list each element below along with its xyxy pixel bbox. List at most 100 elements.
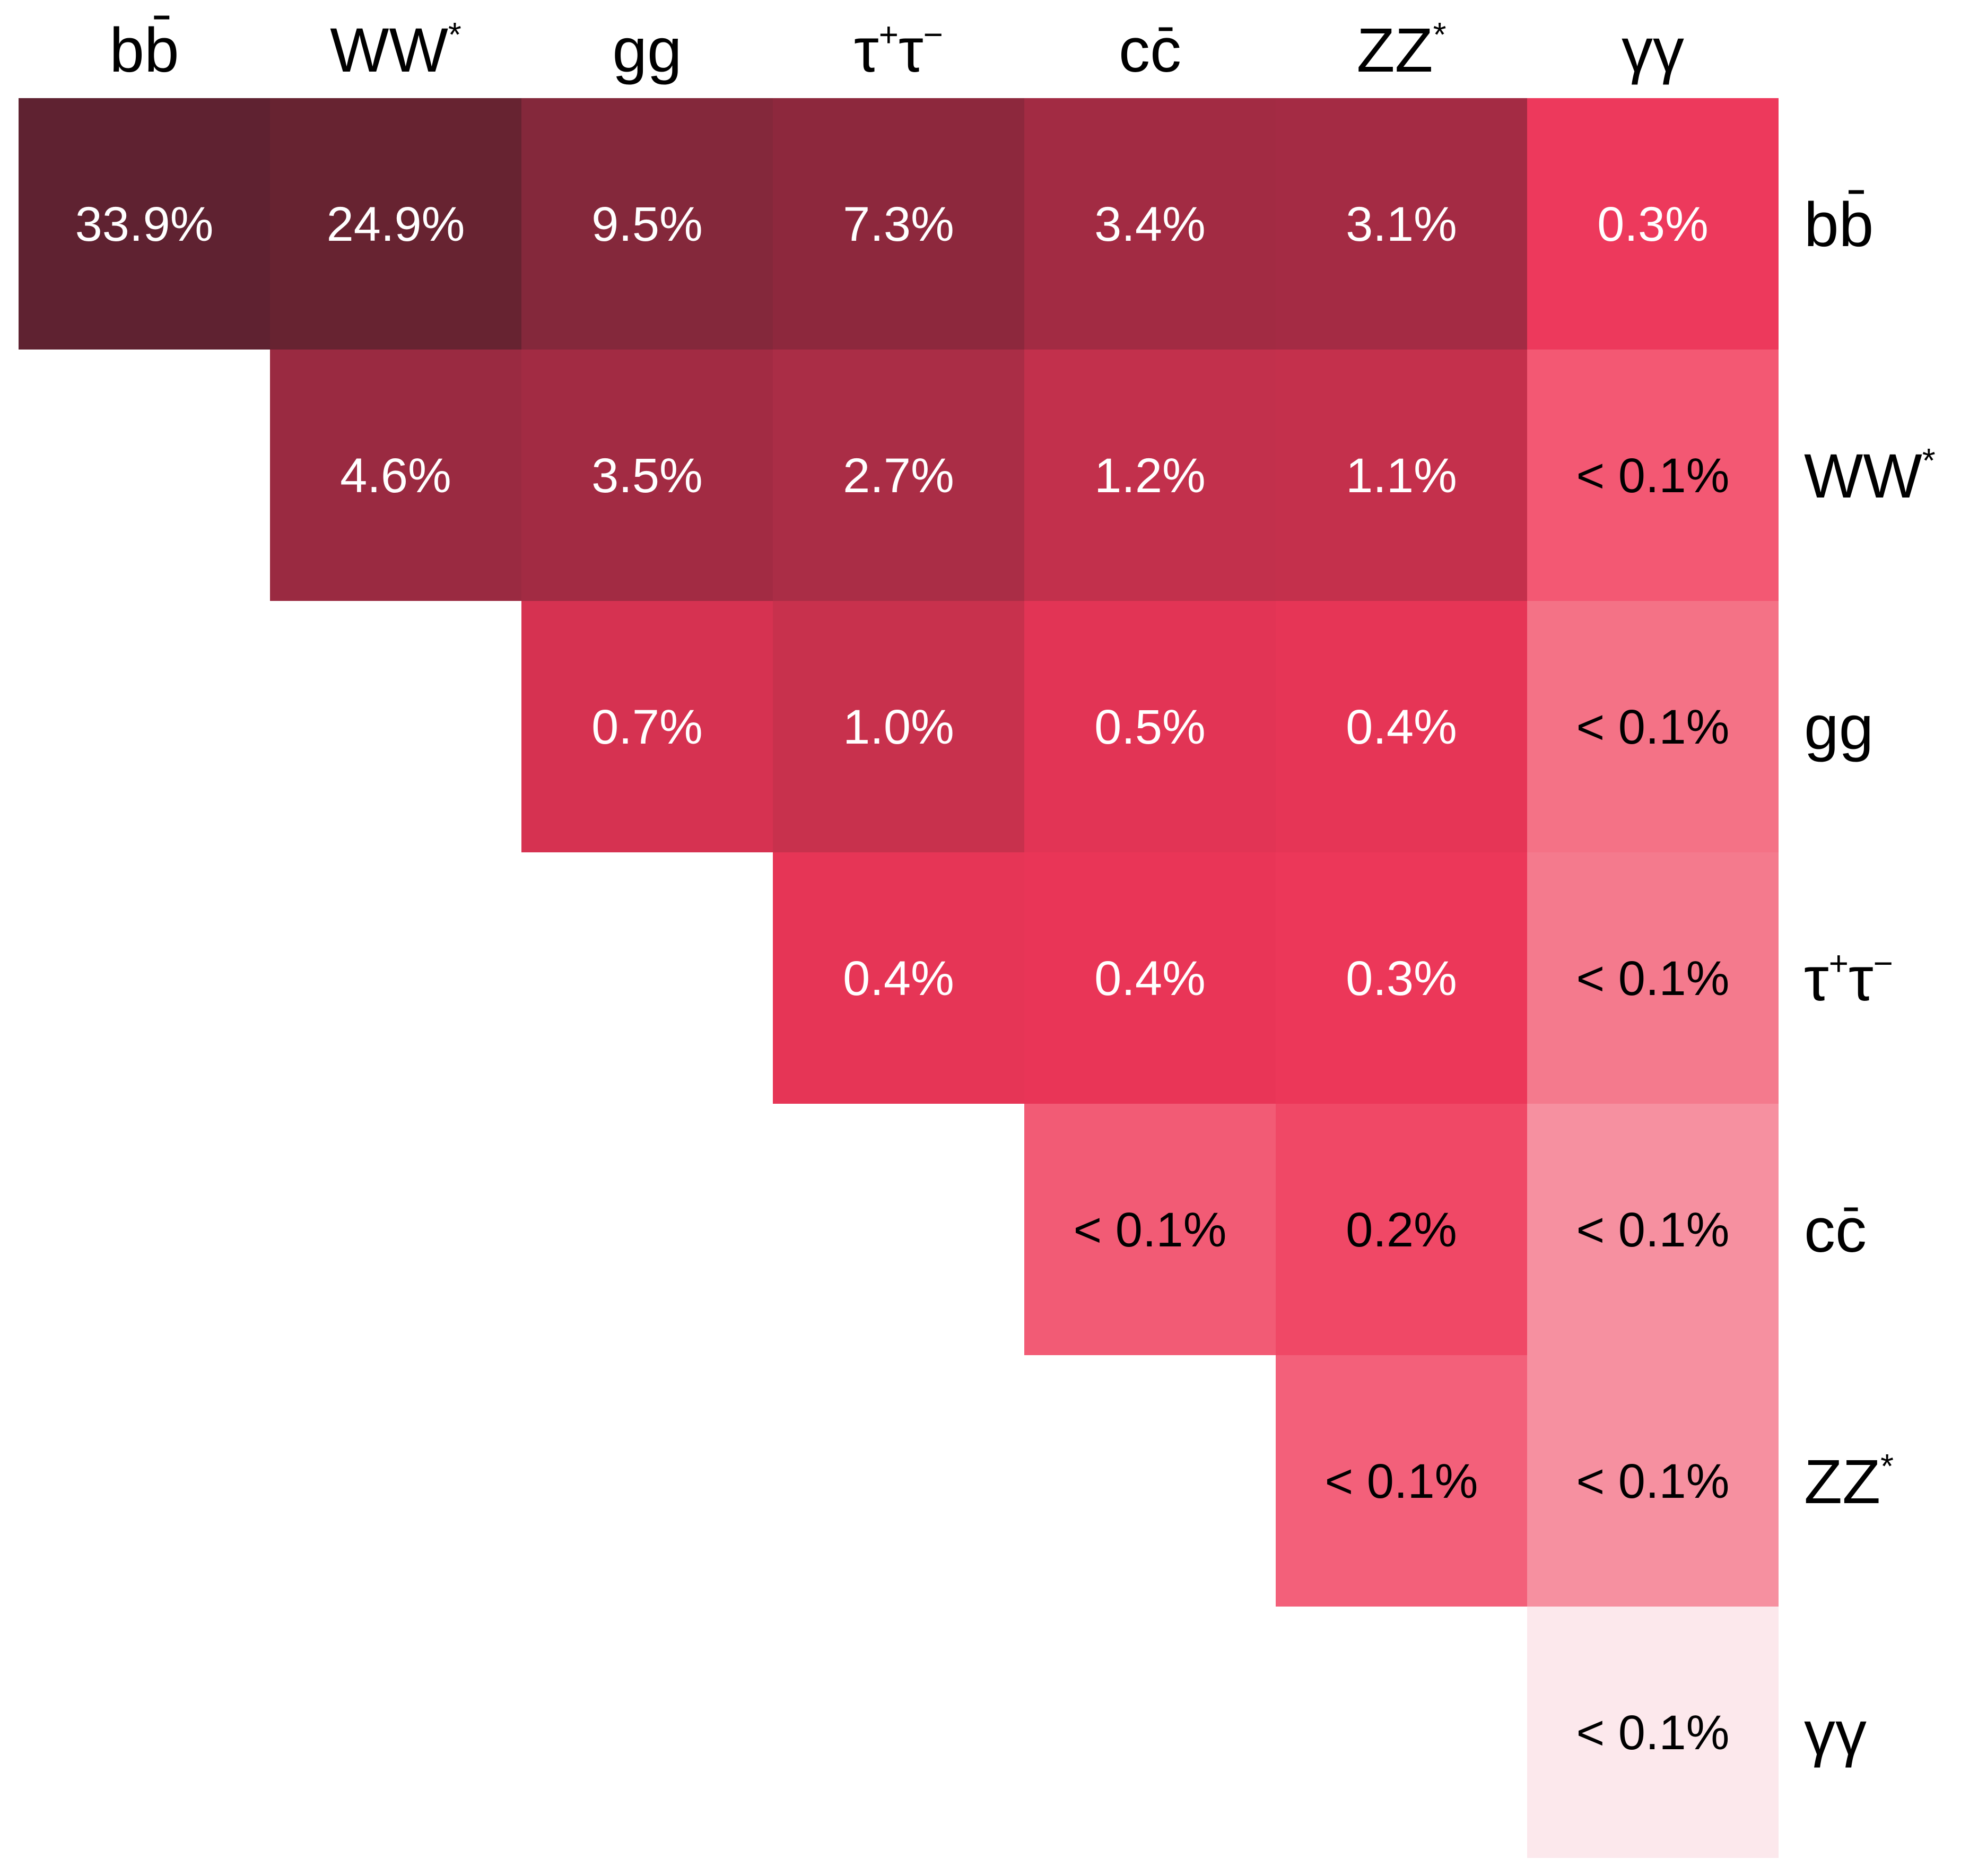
column-labels: bb WW* gg τ+τ− cc ZZ* γγ	[109, 15, 1684, 85]
cell-value-label: 24.9%	[327, 197, 465, 251]
category-label-base: τ	[854, 15, 879, 85]
svg-text:ZZ*: ZZ*	[1804, 1447, 1894, 1517]
cell-value-label: 0.4%	[1346, 700, 1457, 754]
category-label-antiparticle: c	[1150, 15, 1181, 85]
heatmap-cell	[1527, 852, 1779, 1104]
heatmap-cell	[521, 350, 773, 601]
category-label-superscript: *	[1880, 1447, 1894, 1485]
svg-text:gg: gg	[612, 15, 682, 85]
heatmap-cell	[1024, 98, 1276, 350]
heatmap-cell	[1527, 1607, 1779, 1858]
svg-text:γγ: γγ	[1804, 1698, 1867, 1768]
category-label-base: gg	[612, 15, 682, 85]
category-label: gg	[1804, 693, 1874, 763]
category-label-base: gg	[1804, 693, 1874, 763]
heatmap-cell	[773, 852, 1024, 1104]
heatmap-cell	[1527, 1104, 1779, 1355]
heatmap-cell	[1276, 1355, 1527, 1607]
cell-value-label: 3.4%	[1094, 197, 1206, 251]
cell-value-label: 0.2%	[1346, 1203, 1457, 1257]
svg-text:γγ: γγ	[1622, 15, 1684, 85]
heatmap-cell	[1276, 601, 1527, 852]
heatmap-cell	[773, 98, 1024, 350]
category-label: bb	[109, 15, 179, 85]
cell-value-label: < 0.1%	[1576, 1203, 1730, 1257]
category-label-superscript: *	[1922, 441, 1936, 479]
heatmap-cell	[773, 601, 1024, 852]
category-label: ZZ*	[1804, 1447, 1894, 1517]
heatmap-cell	[1276, 1104, 1527, 1355]
category-label: τ+τ−	[1804, 944, 1893, 1014]
category-label-antiparticle: c	[1835, 1196, 1867, 1266]
category-label-superscript: *	[448, 15, 461, 54]
svg-text:WW*: WW*	[330, 15, 461, 85]
svg-text:bb: bb	[109, 15, 179, 85]
category-label-base: τ	[1804, 944, 1829, 1014]
svg-text:cc: cc	[1119, 15, 1181, 85]
cell-value-label: < 0.1%	[1576, 1706, 1730, 1760]
svg-text:gg: gg	[1804, 693, 1874, 763]
category-label-superscript2: −	[923, 15, 943, 54]
cell-value-label: < 0.1%	[1074, 1203, 1227, 1257]
cell-value-label: 4.6%	[340, 449, 451, 503]
cell-value-label: 0.4%	[843, 952, 954, 1006]
heatmap-cells: 33.9% 24.9% 9.5% 7.3% 3.4% 3.1% 0.3% 4.6% 3.5% 2.…	[19, 98, 1779, 1858]
category-label: cc	[1119, 15, 1181, 85]
category-label-base: b	[1804, 190, 1839, 260]
heatmap-cell	[1527, 350, 1779, 601]
heatmap-cell	[1276, 350, 1527, 601]
cell-value-label: 7.3%	[843, 197, 954, 251]
cell-value-label: < 0.1%	[1576, 449, 1730, 503]
category-label-superscript: *	[1433, 15, 1447, 54]
category-label-base2: τ	[899, 15, 923, 85]
heatmap-cell	[270, 98, 521, 350]
svg-text:τ+τ−: τ+τ−	[1804, 944, 1893, 1014]
category-label-superscript: +	[879, 15, 899, 54]
heatmap-cell	[1024, 1104, 1276, 1355]
category-label-base: WW	[330, 15, 448, 85]
category-label: γγ	[1804, 1698, 1867, 1768]
heatmap-cell	[1527, 601, 1779, 852]
cell-value-label: < 0.1%	[1325, 1454, 1478, 1508]
cell-value-label: 0.4%	[1094, 952, 1206, 1006]
category-label-superscript: +	[1829, 944, 1849, 982]
category-label-base: γγ	[1804, 1698, 1867, 1768]
cell-value-label: < 0.1%	[1576, 700, 1730, 754]
cell-value-label: 33.9%	[75, 197, 214, 251]
category-label-base2: τ	[1849, 944, 1874, 1014]
cell-value-label: 0.3%	[1597, 197, 1709, 251]
svg-text:WW*: WW*	[1804, 441, 1936, 511]
cell-value-label: 0.7%	[591, 700, 703, 754]
svg-text:τ+τ−: τ+τ−	[854, 15, 943, 85]
heatmap-cell	[1024, 852, 1276, 1104]
cell-value-label: 3.1%	[1346, 197, 1457, 251]
heatmap-cell	[1527, 1355, 1779, 1607]
category-label-base: WW	[1804, 441, 1922, 511]
category-label: cc	[1804, 1196, 1867, 1266]
cell-value-label: < 0.1%	[1576, 952, 1730, 1006]
heatmap-cell	[1024, 350, 1276, 601]
cell-value-label: 1.2%	[1094, 449, 1206, 503]
heatmap-cell	[1276, 852, 1527, 1104]
category-label-base: c	[1119, 15, 1150, 85]
heatmap-cell	[270, 350, 521, 601]
category-label: γγ	[1622, 15, 1684, 85]
cell-value-label: 0.5%	[1094, 700, 1206, 754]
cell-value-label: 3.5%	[591, 449, 703, 503]
category-label: WW*	[1804, 441, 1936, 511]
heatmap-cell	[521, 98, 773, 350]
svg-text:cc: cc	[1804, 1196, 1867, 1266]
heatmap-cell	[1527, 98, 1779, 350]
category-label-base: c	[1804, 1196, 1835, 1266]
heatmap-cell	[1024, 601, 1276, 852]
category-label-base: b	[109, 15, 144, 85]
category-label: ZZ*	[1356, 15, 1446, 85]
category-label-antiparticle: b	[144, 15, 179, 85]
category-label-antiparticle: b	[1839, 190, 1874, 260]
category-label: WW*	[330, 15, 461, 85]
svg-text:bb: bb	[1804, 190, 1874, 260]
heatmap-cell	[521, 601, 773, 852]
category-label-base: γγ	[1622, 15, 1684, 85]
